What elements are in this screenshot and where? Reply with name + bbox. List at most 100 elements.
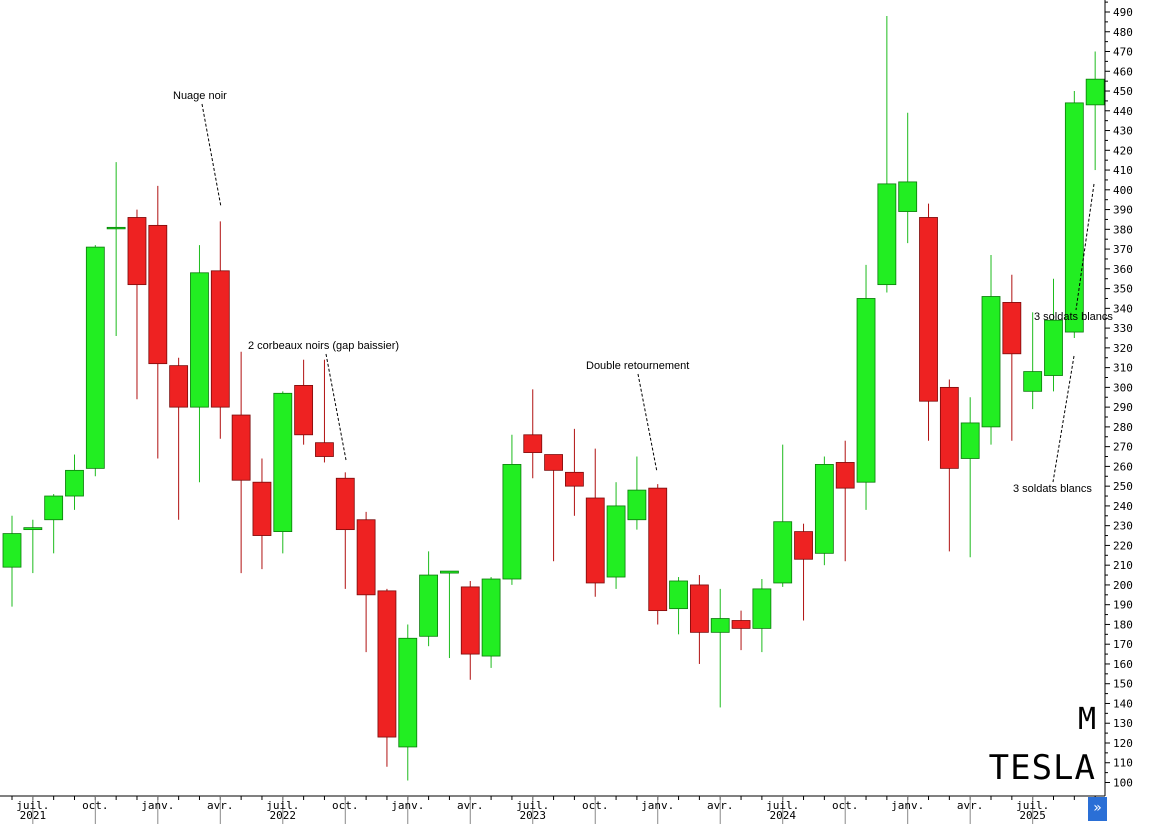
candle-body [689,584,709,633]
candle-body [273,392,293,532]
annotation-label: 2 corbeaux noirs (gap baissier) [248,340,399,352]
candle-body [939,386,959,469]
y-tick-label: 160 [1113,658,1133,671]
annotation-label: 3 soldats blancs [1034,311,1113,323]
x-year-label: 2022 [270,809,297,822]
candle-body [23,527,43,531]
y-tick-label: 290 [1113,401,1133,414]
candle-body [565,471,584,487]
annotations: Nuage noir 2 corbeaux noirs (gap baissier… [173,90,1113,495]
candle-body [231,414,251,481]
candle-body [627,489,647,521]
annotation-leader [325,353,347,461]
candle-body [752,588,772,629]
scroll-right-button[interactable]: » [1088,797,1107,821]
x-month-label: janv. [641,799,674,812]
candle-body [44,495,64,521]
candle-body [315,442,334,457]
candle-body [65,469,84,497]
candle-body [148,224,168,365]
annotation-label: 3 soldats blancs [1013,483,1092,495]
y-tick-label: 130 [1113,717,1133,730]
y-tick-label: 150 [1113,678,1133,691]
candle-body [106,226,126,230]
x-month-label: avr. [707,799,734,812]
candle-body [377,590,397,738]
x-month-label: janv. [141,799,174,812]
period-label: M [1077,702,1096,737]
y-tick-label: 180 [1113,618,1133,631]
candle-body [960,422,980,459]
y-tick-label: 370 [1113,243,1133,256]
candle-body [877,183,897,286]
y-tick-label: 240 [1113,500,1133,513]
x-month-label: avr. [207,799,234,812]
x-month-label: janv. [391,799,424,812]
y-tick-label: 380 [1113,223,1133,236]
candle-body [814,464,834,554]
candle-body [2,533,22,568]
x-month-label: oct. [82,799,109,812]
candle-body [398,637,418,748]
y-tick-label: 140 [1113,697,1133,710]
x-month-label: juil. [516,799,549,812]
y-tick-label: 410 [1113,164,1133,177]
candle-body [85,246,105,469]
y-tick-label: 360 [1113,263,1133,276]
x-month-label: juil. [766,799,799,812]
candle-body [794,531,813,560]
y-tick-label: 200 [1113,579,1133,592]
y-tick-label: 470 [1113,46,1133,59]
candle-body [544,454,563,471]
candle-body [710,618,730,633]
y-tick-label: 120 [1113,737,1133,750]
candle-body [481,578,501,657]
candles [2,15,1105,781]
candle-body [252,481,272,536]
candle-body [731,620,751,629]
x-year-label: 2021 [20,809,47,822]
candle-body [835,462,855,489]
y-tick-label: 300 [1113,381,1133,394]
y-tick-label: 230 [1113,520,1133,533]
y-tick-label: 210 [1113,559,1133,572]
candle-body [440,570,459,574]
candle-body [190,272,209,408]
candle-body [1044,319,1063,376]
y-axis: 100 110 120 130 140 150 160 170 180 190 200 210 220 2… [1104,0,1133,796]
instrument-name: TESLA [988,748,1096,788]
candle-body [419,574,439,637]
candle-body [585,497,605,584]
candle-body [856,298,876,483]
x-year-label: 2025 [1019,809,1046,822]
y-tick-label: 330 [1113,322,1133,335]
candle-body [919,217,938,402]
annotation-leader [637,373,658,473]
x-month-label: juil. [16,799,49,812]
candle-body [460,586,480,655]
x-month-label: oct. [582,799,609,812]
y-tick-label: 250 [1113,480,1133,493]
annotation-label: Nuage noir [173,90,227,102]
y-tick-label: 170 [1113,638,1133,651]
annotation-leader [1075,183,1095,311]
annotation-label: Double retournement [586,360,689,372]
candle-body [773,521,793,584]
y-tick-label: 190 [1113,599,1133,612]
y-tick-label: 110 [1113,757,1133,770]
candle-body [606,505,626,578]
y-tick-label: 270 [1113,441,1133,454]
candle-body [648,487,668,612]
candle-body [210,270,230,408]
y-tick-label: 260 [1113,460,1133,473]
x-month-label: oct. [332,799,359,812]
candle-body [356,519,376,596]
candle-body [127,217,147,286]
candle-body [981,296,1001,428]
y-tick-label: 430 [1113,125,1133,138]
candle-body [169,365,189,408]
candle-body [294,384,314,436]
y-tick-label: 420 [1113,144,1133,157]
y-tick-label: 440 [1113,105,1133,118]
